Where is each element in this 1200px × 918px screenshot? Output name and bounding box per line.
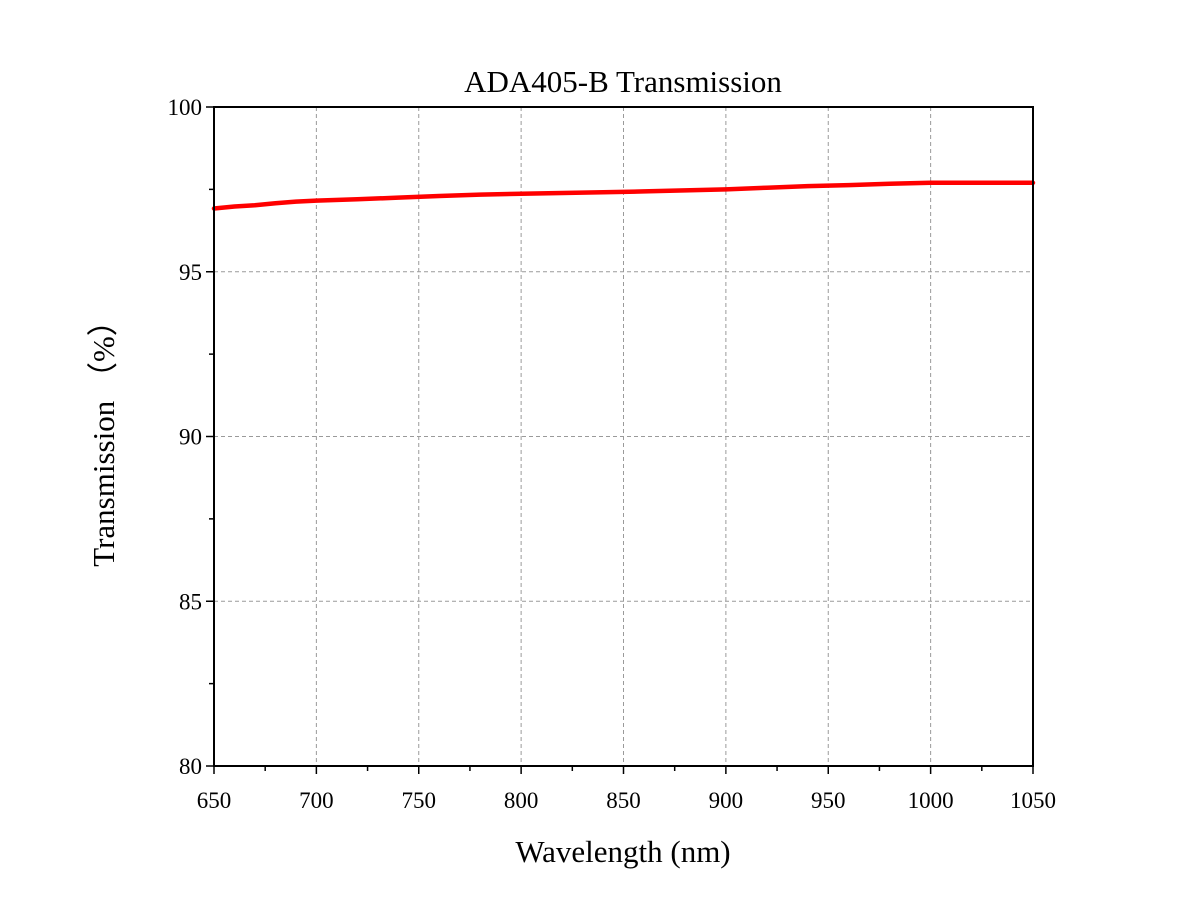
y-axis-label: Transmission （%） [86,305,121,567]
x-tick-label: 750 [402,788,437,813]
y-tick-label: 95 [179,260,202,285]
x-tick-label: 900 [709,788,744,813]
plot-frame [213,106,1034,767]
y-tick-labels: 80 85 90 95 100 [168,95,203,779]
x-tick-label: 850 [606,788,641,813]
minor-ticks [209,188,983,771]
x-axis-label: Wavelength (nm) [515,834,730,869]
x-tick-label: 800 [504,788,539,813]
y-tick-label: 90 [179,425,202,450]
y-tick-label: 85 [179,589,202,614]
chart-title: ADA405-B Transmission [464,64,782,99]
x-tick-label: 700 [299,788,334,813]
x-tick-labels: 650 700 750 800 850 900 950 1000 1050 [197,788,1056,813]
transmission-series-line [211,180,1036,211]
x-tick-label: 650 [197,788,232,813]
grid-lines [214,107,1033,766]
series-layer [211,180,1036,211]
x-tick-label: 950 [811,788,846,813]
major-ticks [206,106,1034,774]
y-tick-label: 80 [179,754,202,779]
x-tick-label: 1050 [1010,788,1056,813]
y-tick-label: 100 [168,95,203,120]
x-tick-label: 1000 [908,788,954,813]
